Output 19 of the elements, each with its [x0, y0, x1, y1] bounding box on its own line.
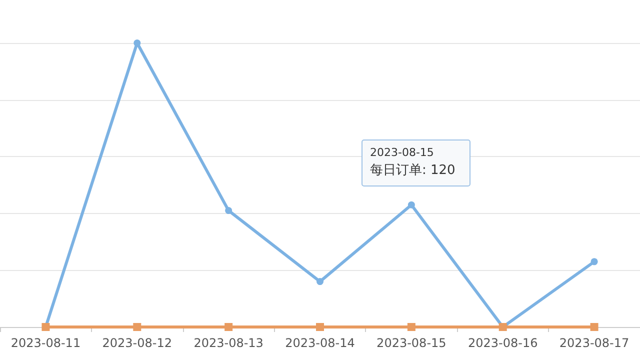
x-tick-label: 2023-08-17	[559, 336, 630, 350]
point	[407, 323, 416, 331]
point	[316, 323, 324, 331]
x-tick-label: 2023-08-16	[468, 336, 538, 350]
point	[224, 323, 233, 331]
point	[590, 323, 598, 331]
point	[408, 201, 415, 208]
point	[134, 40, 141, 46]
annotation: 每日订单: 120	[370, 163, 456, 178]
point	[133, 323, 142, 331]
x-tick-label: 2023-08-12	[102, 336, 172, 350]
point	[225, 207, 232, 214]
x-tick-label: 2023-08-11	[10, 336, 81, 350]
point	[590, 258, 598, 266]
point	[316, 278, 324, 286]
x-tick-label: 2023-08-14	[285, 336, 355, 350]
x-tick-label: 2023-08-13	[194, 336, 264, 350]
annotation: 2023-08-15	[370, 146, 434, 159]
x-tick-label: 2023-08-15	[376, 336, 446, 350]
